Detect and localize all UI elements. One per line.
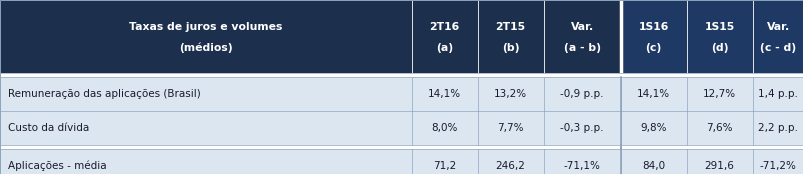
Text: 8,0%: 8,0% (431, 123, 457, 133)
Bar (686, 0, 752, 73)
Text: (médios): (médios) (179, 43, 232, 53)
Text: 13,2%: 13,2% (493, 89, 527, 99)
Text: 2T15: 2T15 (495, 22, 525, 32)
Text: 12,7%: 12,7% (702, 89, 736, 99)
Text: Custo da dívida: Custo da dívida (8, 123, 89, 133)
Text: Remuneração das aplicações (Brasil): Remuneração das aplicações (Brasil) (8, 89, 201, 99)
Text: 291,6: 291,6 (703, 161, 734, 171)
Bar (0, 0, 411, 73)
Text: 14,1%: 14,1% (636, 89, 670, 99)
Text: Var.: Var. (766, 22, 789, 32)
Text: Var.: Var. (570, 22, 593, 32)
Text: Aplicações - média: Aplicações - média (8, 160, 107, 171)
Text: 1S16: 1S16 (638, 22, 668, 32)
Bar (0, 77, 803, 111)
Text: (c): (c) (645, 43, 661, 53)
Text: 2T16: 2T16 (429, 22, 459, 32)
Text: 7,6%: 7,6% (706, 123, 732, 133)
Text: -71,1%: -71,1% (563, 161, 600, 171)
Text: 84,0: 84,0 (642, 161, 664, 171)
Text: 1S15: 1S15 (703, 22, 734, 32)
Text: (c - d): (c - d) (760, 43, 795, 53)
Text: (b): (b) (501, 43, 519, 53)
Text: 71,2: 71,2 (433, 161, 455, 171)
Text: Taxas de juros e volumes: Taxas de juros e volumes (129, 22, 282, 32)
Bar (543, 0, 620, 73)
Text: (a - b): (a - b) (563, 43, 600, 53)
Text: (a): (a) (435, 43, 453, 53)
Text: 14,1%: 14,1% (427, 89, 461, 99)
Bar (620, 0, 686, 73)
Bar (0, 145, 803, 149)
Text: (d): (d) (710, 43, 728, 53)
Text: -0,9 p.p.: -0,9 p.p. (560, 89, 603, 99)
Text: -0,3 p.p.: -0,3 p.p. (560, 123, 603, 133)
Bar (477, 0, 543, 73)
Bar (0, 73, 803, 77)
Bar (0, 111, 803, 145)
Text: 1,4 p.p.: 1,4 p.p. (757, 89, 797, 99)
Text: -71,2%: -71,2% (759, 161, 796, 171)
Text: 246,2: 246,2 (495, 161, 525, 171)
Text: 9,8%: 9,8% (640, 123, 666, 133)
Bar (411, 0, 477, 73)
Text: 2,2 p.p.: 2,2 p.p. (757, 123, 797, 133)
Bar (0, 149, 803, 174)
Bar (752, 0, 803, 73)
Text: 7,7%: 7,7% (497, 123, 523, 133)
